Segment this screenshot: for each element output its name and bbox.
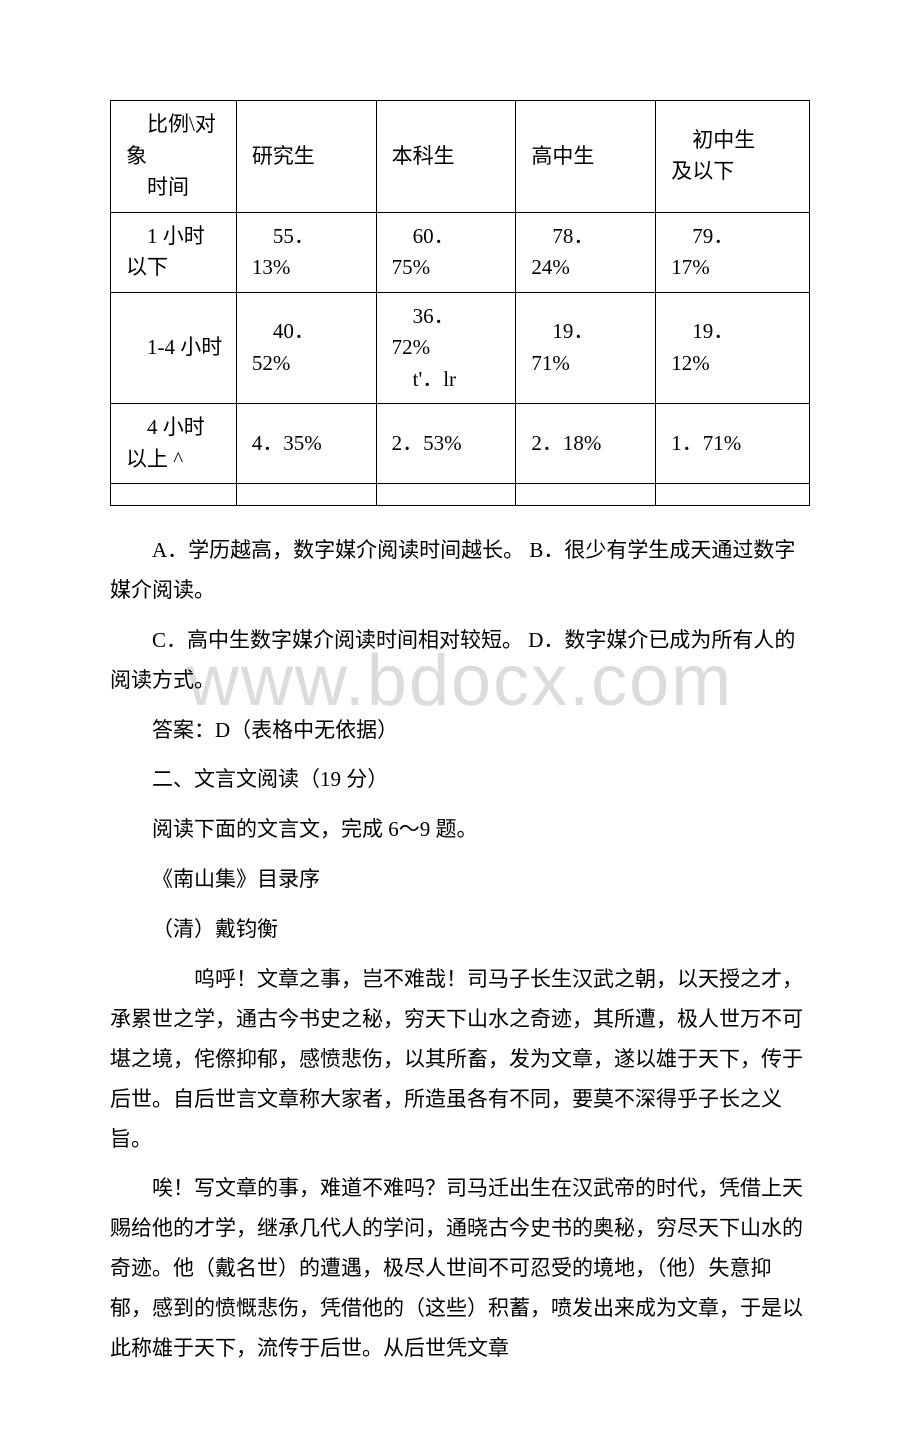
table-empty-row xyxy=(111,484,810,506)
table-cell: 36．72% t'．lr xyxy=(376,292,516,404)
empty-cell xyxy=(516,484,656,506)
cell-text: 60．75% xyxy=(392,224,455,280)
table-cell: 60．75% xyxy=(376,212,516,292)
table-cell: 55．13% xyxy=(236,212,376,292)
paragraph-author: （清）戴钧衡 xyxy=(110,910,810,950)
cell-text: 55．13% xyxy=(252,224,315,280)
paragraph-options-cd: C．高中生数字媒介阅读时间相对较短。 D．数字媒介已成为所有人的阅读方式。 xyxy=(110,621,810,701)
cell-text: 19．71% xyxy=(531,319,594,375)
header-text: 研究生 xyxy=(252,144,315,168)
cell-text: 1 小时以下 xyxy=(126,224,205,280)
empty-cell xyxy=(236,484,376,506)
header-text: 初中生及以下 xyxy=(671,128,755,184)
row-label: 1 小时以下 xyxy=(111,212,237,292)
row-label: 1-4 小时 xyxy=(111,292,237,404)
cell-text: 19．12% xyxy=(671,319,734,375)
cell-text: 4．35% xyxy=(252,431,322,455)
header-cell: 研究生 xyxy=(236,101,376,213)
header-text: 高中生 xyxy=(531,144,594,168)
table-cell: 78．24% xyxy=(516,212,656,292)
header-text: 比例\对象 时间 xyxy=(126,112,216,199)
table-cell: 2．53% xyxy=(376,404,516,484)
empty-cell xyxy=(656,484,810,506)
table-cell: 4．35% xyxy=(236,404,376,484)
empty-cell xyxy=(376,484,516,506)
table-cell: 19．12% xyxy=(656,292,810,404)
table-cell: 40．52% xyxy=(236,292,376,404)
cell-text: 1-4 小时 xyxy=(126,335,222,391)
table-row: 1 小时以下 55．13% 60．75% 78．24% 79．17% xyxy=(111,212,810,292)
table-header-row: 比例\对象 时间 研究生 本科生 高中生 初中生及以下 xyxy=(111,101,810,213)
header-cell: 本科生 xyxy=(376,101,516,213)
paragraph-article-title: 《南山集》目录序 xyxy=(110,860,810,900)
cell-text: 2．53% xyxy=(392,431,462,455)
paragraph-answer: 答案：D（表格中无依据） xyxy=(110,711,810,751)
data-table: 比例\对象 时间 研究生 本科生 高中生 初中生及以下 1 小时以下 55．13… xyxy=(110,100,810,506)
cell-text: 78．24% xyxy=(531,224,594,280)
empty-cell xyxy=(111,484,237,506)
paragraph-instruction: 阅读下面的文言文，完成 6～9 题。 xyxy=(110,810,810,850)
paragraph-section-title: 二、文言文阅读（19 分） xyxy=(110,760,810,800)
cell-text: 2．18% xyxy=(531,431,601,455)
header-text: 本科生 xyxy=(392,144,455,168)
row-label: 4 小时以上 ^ xyxy=(111,404,237,484)
cell-text: 40．52% xyxy=(252,319,315,375)
table-cell: 19．71% xyxy=(516,292,656,404)
cell-text: 36．72% t'．lr xyxy=(392,304,456,391)
header-cell: 高中生 xyxy=(516,101,656,213)
paragraph-classical-text: 呜呼！文章之事，岂不难哉！司马子长生汉武之朝，以天授之才，承累世之学，通古今书史… xyxy=(110,960,810,1159)
paragraph-translation: 唉！写文章的事，难道不难吗？司马迁出生在汉武帝的时代，凭借上天赐给他的才学，继承… xyxy=(110,1169,810,1368)
table-row: 4 小时以上 ^ 4．35% 2．53% 2．18% 1．71% xyxy=(111,404,810,484)
table-cell: 1．71% xyxy=(656,404,810,484)
paragraph-options-ab: A．学历越高，数字媒介阅读时间越长。 B．很少有学生成天通过数字媒介阅读。 xyxy=(110,531,810,611)
document-page: 比例\对象 时间 研究生 本科生 高中生 初中生及以下 1 小时以下 55．13… xyxy=(0,0,920,1439)
cell-text: 4 小时以上 ^ xyxy=(126,415,205,471)
table-cell: 2．18% xyxy=(516,404,656,484)
table-row: 1-4 小时 40．52% 36．72% t'．lr 19．71% 19．12% xyxy=(111,292,810,404)
header-cell: 初中生及以下 xyxy=(656,101,810,213)
table-cell: 79．17% xyxy=(656,212,810,292)
cell-text: 1．71% xyxy=(671,431,741,455)
header-cell-label: 比例\对象 时间 xyxy=(111,101,237,213)
cell-text: 79．17% xyxy=(671,224,734,280)
